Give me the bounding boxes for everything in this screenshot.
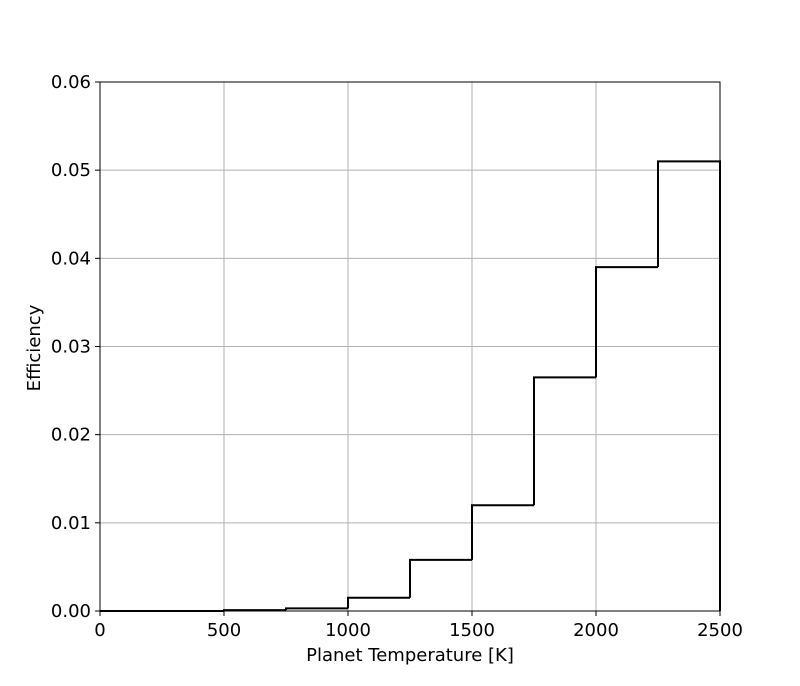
x-tick-label: 1500 — [449, 620, 495, 641]
x-axis-label: Planet Temperature [K] — [306, 645, 514, 666]
hist-step — [471, 504, 534, 560]
y-tick-label: 0.01 — [51, 513, 91, 534]
y-tick-label: 0.02 — [51, 425, 91, 446]
plot-frame — [99, 81, 721, 612]
y-tick-label: 0.03 — [51, 337, 91, 358]
y-tick-label: 0.00 — [51, 601, 91, 622]
y-tick-label: 0.06 — [51, 72, 91, 93]
hist-step — [657, 160, 721, 611]
x-tick-label: 1000 — [325, 620, 371, 641]
hist-step — [285, 607, 348, 611]
hist-step — [533, 376, 596, 506]
hist-step — [347, 596, 410, 609]
x-tick-label: 500 — [207, 620, 241, 641]
x-tick-label: 2500 — [697, 620, 743, 641]
y-tick-label: 0.04 — [51, 248, 91, 269]
hist-step — [409, 558, 472, 598]
hist-step — [595, 266, 658, 378]
y-tick-label: 0.05 — [51, 160, 91, 181]
x-tick-label: 0 — [94, 620, 105, 641]
y-axis-label: Efficiency — [24, 304, 45, 391]
x-tick-label: 2000 — [573, 620, 619, 641]
